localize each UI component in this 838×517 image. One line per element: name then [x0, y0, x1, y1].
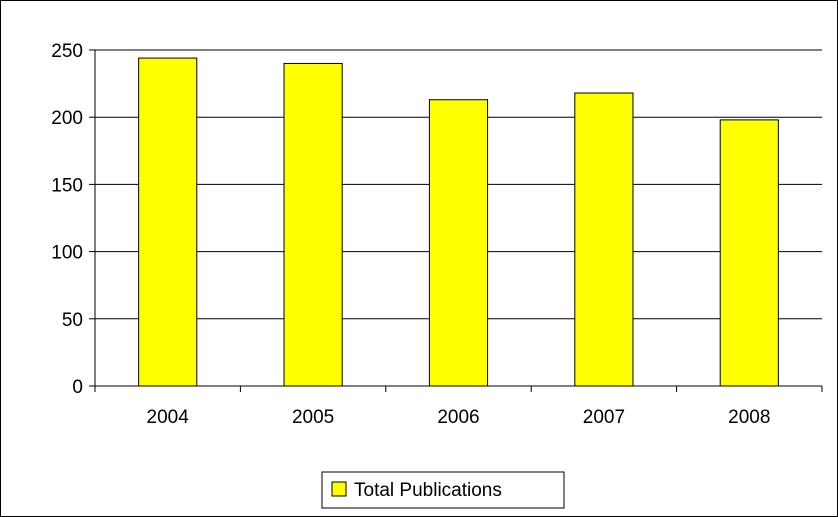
legend: Total Publications	[321, 471, 565, 509]
y-tick-label: 50	[62, 310, 83, 331]
y-tick-label: 150	[51, 175, 83, 196]
x-tick-label: 2008	[728, 407, 770, 428]
x-tick-label: 2005	[292, 407, 334, 428]
bars	[138, 57, 779, 387]
bar-2006	[428, 99, 489, 387]
y-tick-label: 200	[51, 108, 83, 129]
bar-2004	[138, 57, 198, 387]
bar-2005	[283, 62, 343, 387]
legend-box	[321, 471, 565, 509]
y-tick-label: 250	[51, 41, 83, 62]
bar-2008	[719, 119, 779, 387]
x-tick-label: 2007	[583, 407, 625, 428]
x-tick-label: 2006	[437, 407, 479, 428]
axes	[94, 50, 822, 387]
legend-label-total-publications: Total Publications	[354, 480, 502, 501]
x-tick-label: 2004	[147, 407, 190, 428]
legend-swatch	[331, 481, 347, 497]
y-tick-label: 100	[51, 243, 83, 264]
x-axis-ticks: 2004 2005 2006 2007 2008	[94, 386, 823, 428]
y-tick-label: 0	[72, 377, 83, 398]
y-axis-ticks: 0 50 100 150 200 250	[51, 41, 95, 398]
bar-2007	[574, 92, 634, 387]
